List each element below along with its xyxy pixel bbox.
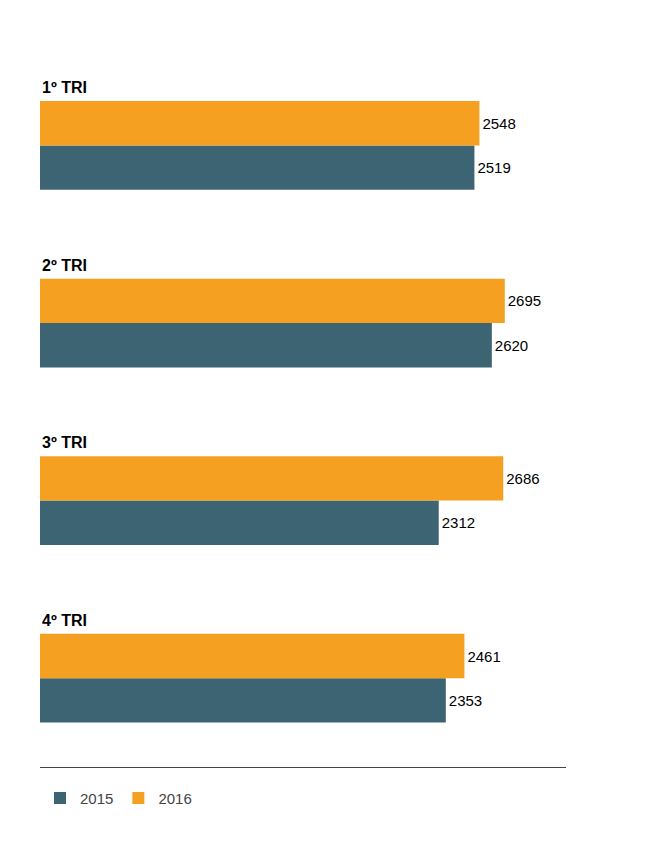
- svg-text:2620: 2620: [495, 337, 528, 354]
- svg-text:2º TRI: 2º TRI: [42, 257, 87, 274]
- svg-text:2312: 2312: [442, 514, 475, 531]
- svg-text:2519: 2519: [477, 159, 510, 176]
- svg-text:2686: 2686: [506, 470, 539, 487]
- svg-text:2695: 2695: [508, 292, 541, 309]
- svg-text:2016: 2016: [158, 790, 191, 807]
- svg-text:2353: 2353: [449, 692, 482, 709]
- svg-text:4º TRI: 4º TRI: [42, 612, 87, 629]
- svg-text:3º TRI: 3º TRI: [42, 434, 87, 451]
- svg-text:1º TRI: 1º TRI: [42, 79, 87, 96]
- svg-text:2461: 2461: [467, 648, 500, 665]
- svg-text:2015: 2015: [80, 790, 113, 807]
- svg-text:2548: 2548: [482, 115, 515, 132]
